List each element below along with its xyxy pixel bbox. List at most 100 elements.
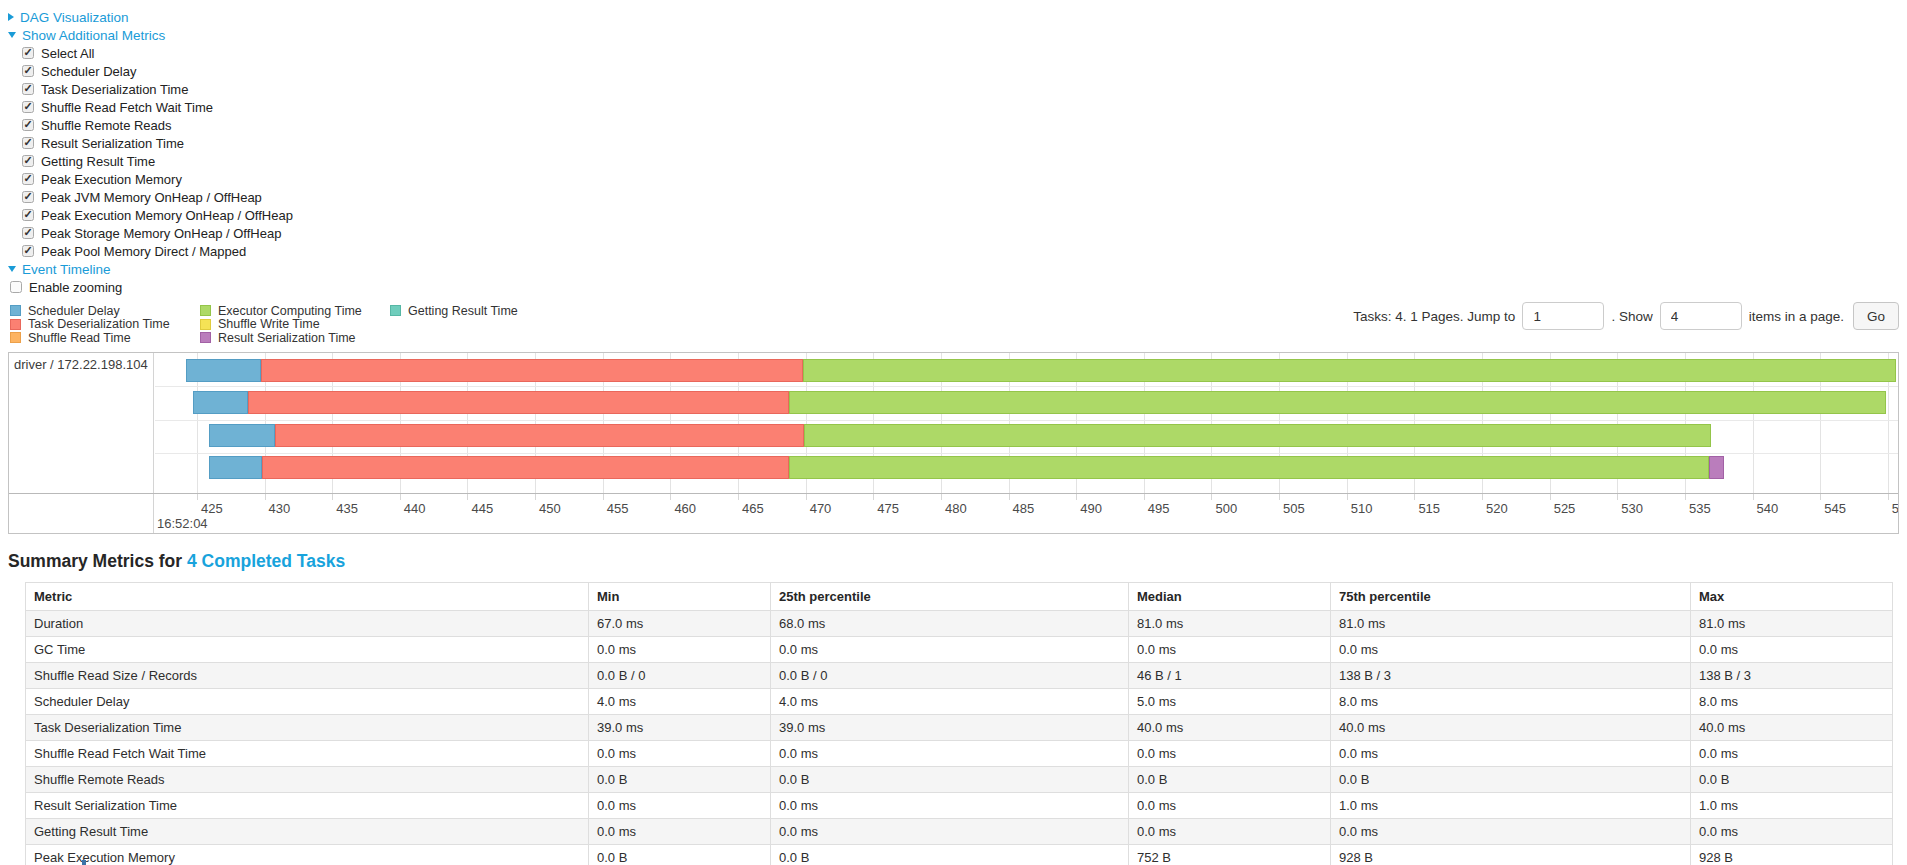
column-header-metric: Metric bbox=[26, 583, 589, 611]
axis-tick-mark bbox=[1211, 494, 1212, 500]
axis-tick-label: 490 bbox=[1080, 501, 1102, 516]
task-row-4-segment-executor-computing[interactable] bbox=[789, 456, 1709, 479]
additional-metrics-checkbox-list: Select AllScheduler DelayTask Deserializ… bbox=[8, 44, 1907, 260]
checkbox-shuffle-read-fetch-wait-time[interactable] bbox=[22, 101, 34, 113]
section-toggle-dag-visualization[interactable]: DAG Visualization bbox=[8, 8, 1907, 26]
legend-item-getting-result-time: Getting Result Time bbox=[390, 304, 518, 318]
axis-tick-label: 450 bbox=[539, 501, 561, 516]
axis-tick-mark bbox=[873, 494, 874, 500]
task-row-1-segment-scheduler-delay[interactable] bbox=[186, 359, 260, 382]
axis-tick-mark bbox=[1347, 494, 1348, 500]
checkbox-task-deserialization-time[interactable] bbox=[22, 83, 34, 95]
metric-value-cell: 0.0 B / 0 bbox=[589, 663, 771, 689]
axis-tick-label: 445 bbox=[471, 501, 493, 516]
axis-tick-mark bbox=[1144, 494, 1145, 500]
axis-tick-label: 550 bbox=[1892, 501, 1899, 516]
legend-label: Getting Result Time bbox=[408, 304, 518, 318]
completed-tasks-link[interactable]: 4 Completed Tasks bbox=[187, 551, 345, 571]
checkbox-getting-result-time[interactable] bbox=[22, 155, 34, 167]
table-row-gc-time: GC Time0.0 ms0.0 ms0.0 ms0.0 ms0.0 ms bbox=[26, 637, 1893, 663]
checkbox-shuffle-remote-reads[interactable] bbox=[22, 119, 34, 131]
metric-value-cell: 0.0 B bbox=[1691, 767, 1893, 793]
expanded-arrow-icon bbox=[8, 32, 16, 38]
metric-value-cell: 0.0 ms bbox=[1129, 741, 1331, 767]
event-timeline-chart[interactable]: driver / 172.22.198.104 16:52:04 4254304… bbox=[8, 352, 1899, 534]
table-row-result-serialization-time: Result Serialization Time0.0 ms0.0 ms0.0… bbox=[26, 793, 1893, 819]
show-additional-metrics-link[interactable]: Show Additional Metrics bbox=[22, 28, 165, 43]
metric-value-cell: 0.0 ms bbox=[771, 637, 1129, 663]
legend-column: Scheduler DelayTask Deserialization Time… bbox=[10, 304, 200, 345]
task-row-4-segment-task-deserialization[interactable] bbox=[262, 456, 790, 479]
checkbox-scheduler-delay[interactable] bbox=[22, 65, 34, 77]
metric-value-cell: 138 B / 3 bbox=[1691, 663, 1893, 689]
column-header-25th-percentile: 25th percentile bbox=[771, 583, 1129, 611]
metric-value-cell: 40.0 ms bbox=[1129, 715, 1331, 741]
row-separator-line bbox=[155, 386, 1898, 387]
checkbox-peak-pool-memory-direct-mapped[interactable] bbox=[22, 245, 34, 257]
task-row-4-segment-result-serialization[interactable] bbox=[1709, 456, 1724, 479]
metric-value-cell: 0.0 ms bbox=[771, 741, 1129, 767]
metric-name-cell: Scheduler Delay bbox=[26, 689, 589, 715]
metric-value-cell: 0.0 ms bbox=[1331, 741, 1691, 767]
metric-value-cell: 1.0 ms bbox=[1691, 793, 1893, 819]
task-row-1-segment-task-deserialization[interactable] bbox=[261, 359, 803, 382]
metric-value-cell: 39.0 ms bbox=[771, 715, 1129, 741]
items-per-page-input[interactable] bbox=[1660, 302, 1742, 330]
summary-metrics-table: MetricMin25th percentileMedian75th perce… bbox=[25, 582, 1893, 865]
checkbox-peak-storage-memory-onheap-offheap[interactable] bbox=[22, 227, 34, 239]
axis-tick-label: 485 bbox=[1013, 501, 1035, 516]
task-row-1-segment-executor-computing[interactable] bbox=[803, 359, 1896, 382]
metric-value-cell: 928 B bbox=[1691, 845, 1893, 865]
axis-tick-label: 525 bbox=[1554, 501, 1576, 516]
metric-value-cell: 4.0 ms bbox=[771, 689, 1129, 715]
axis-tick-mark bbox=[603, 494, 604, 500]
axis-tick-label: 435 bbox=[336, 501, 358, 516]
axis-tick-mark bbox=[941, 494, 942, 500]
axis-tick-label: 430 bbox=[269, 501, 291, 516]
task-row-3-segment-task-deserialization[interactable] bbox=[275, 424, 804, 447]
axis-tick-mark bbox=[332, 494, 333, 500]
checkbox-result-serialization-time[interactable] bbox=[22, 137, 34, 149]
jump-to-page-input[interactable] bbox=[1522, 302, 1604, 330]
metric-checkbox-row: Peak Execution Memory OnHeap / OffHeap bbox=[8, 206, 1907, 224]
metric-checkbox-row: Peak Execution Memory bbox=[8, 170, 1907, 188]
checkbox-peak-execution-memory-onheap-offheap[interactable] bbox=[22, 209, 34, 221]
metric-name-cell: Duration bbox=[26, 611, 589, 637]
enable-zooming-checkbox[interactable] bbox=[10, 281, 22, 293]
checkbox-peak-execution-memory[interactable] bbox=[22, 173, 34, 185]
task-row-4-segment-scheduler-delay[interactable] bbox=[209, 456, 262, 479]
task-row-3-segment-executor-computing[interactable] bbox=[804, 424, 1710, 447]
checkbox-select-all[interactable] bbox=[22, 47, 34, 59]
metric-checkbox-row: Select All bbox=[8, 44, 1907, 62]
axis-tick-label: 545 bbox=[1824, 501, 1846, 516]
metric-value-cell: 752 B bbox=[1129, 845, 1331, 865]
task-row-2-segment-scheduler-delay[interactable] bbox=[193, 391, 248, 414]
event-timeline-link[interactable]: Event Timeline bbox=[22, 262, 111, 277]
metric-value-cell: 81.0 ms bbox=[1129, 611, 1331, 637]
axis-tick-mark bbox=[806, 494, 807, 500]
axis-tick-label: 520 bbox=[1486, 501, 1508, 516]
task-row-3-segment-scheduler-delay[interactable] bbox=[209, 424, 275, 447]
legend-item-task-deserialization-time: Task Deserialization Time bbox=[10, 318, 200, 332]
dag-visualization-link[interactable]: DAG Visualization bbox=[20, 10, 129, 25]
checkbox-label: Shuffle Read Fetch Wait Time bbox=[41, 100, 213, 115]
task-row-2-segment-executor-computing[interactable] bbox=[789, 391, 1886, 414]
metric-value-cell: 0.0 ms bbox=[1691, 637, 1893, 663]
legend-item-shuffle-read-time: Shuffle Read Time bbox=[10, 331, 200, 345]
table-row-shuffle-read-fetch-wait-time: Shuffle Read Fetch Wait Time0.0 ms0.0 ms… bbox=[26, 741, 1893, 767]
metric-value-cell: 40.0 ms bbox=[1691, 715, 1893, 741]
metric-value-cell: 67.0 ms bbox=[589, 611, 771, 637]
legend-item-shuffle-write-time: Shuffle Write Time bbox=[200, 318, 390, 332]
section-toggle-event-timeline[interactable]: Event Timeline bbox=[8, 260, 1907, 278]
metric-value-cell: 0.0 B bbox=[589, 767, 771, 793]
axis-tick-label: 480 bbox=[945, 501, 967, 516]
axis-tick-mark bbox=[400, 494, 401, 500]
checkbox-peak-jvm-memory-onheap-offheap[interactable] bbox=[22, 191, 34, 203]
executor-label: driver / 172.22.198.104 bbox=[9, 353, 153, 376]
metric-value-cell: 0.0 ms bbox=[589, 819, 771, 845]
go-button[interactable]: Go bbox=[1853, 302, 1899, 330]
metric-value-cell: 5.0 ms bbox=[1129, 689, 1331, 715]
section-toggle-show-additional-metrics[interactable]: Show Additional Metrics bbox=[8, 26, 1907, 44]
metric-value-cell: 81.0 ms bbox=[1691, 611, 1893, 637]
task-row-2-segment-task-deserialization[interactable] bbox=[248, 391, 789, 414]
